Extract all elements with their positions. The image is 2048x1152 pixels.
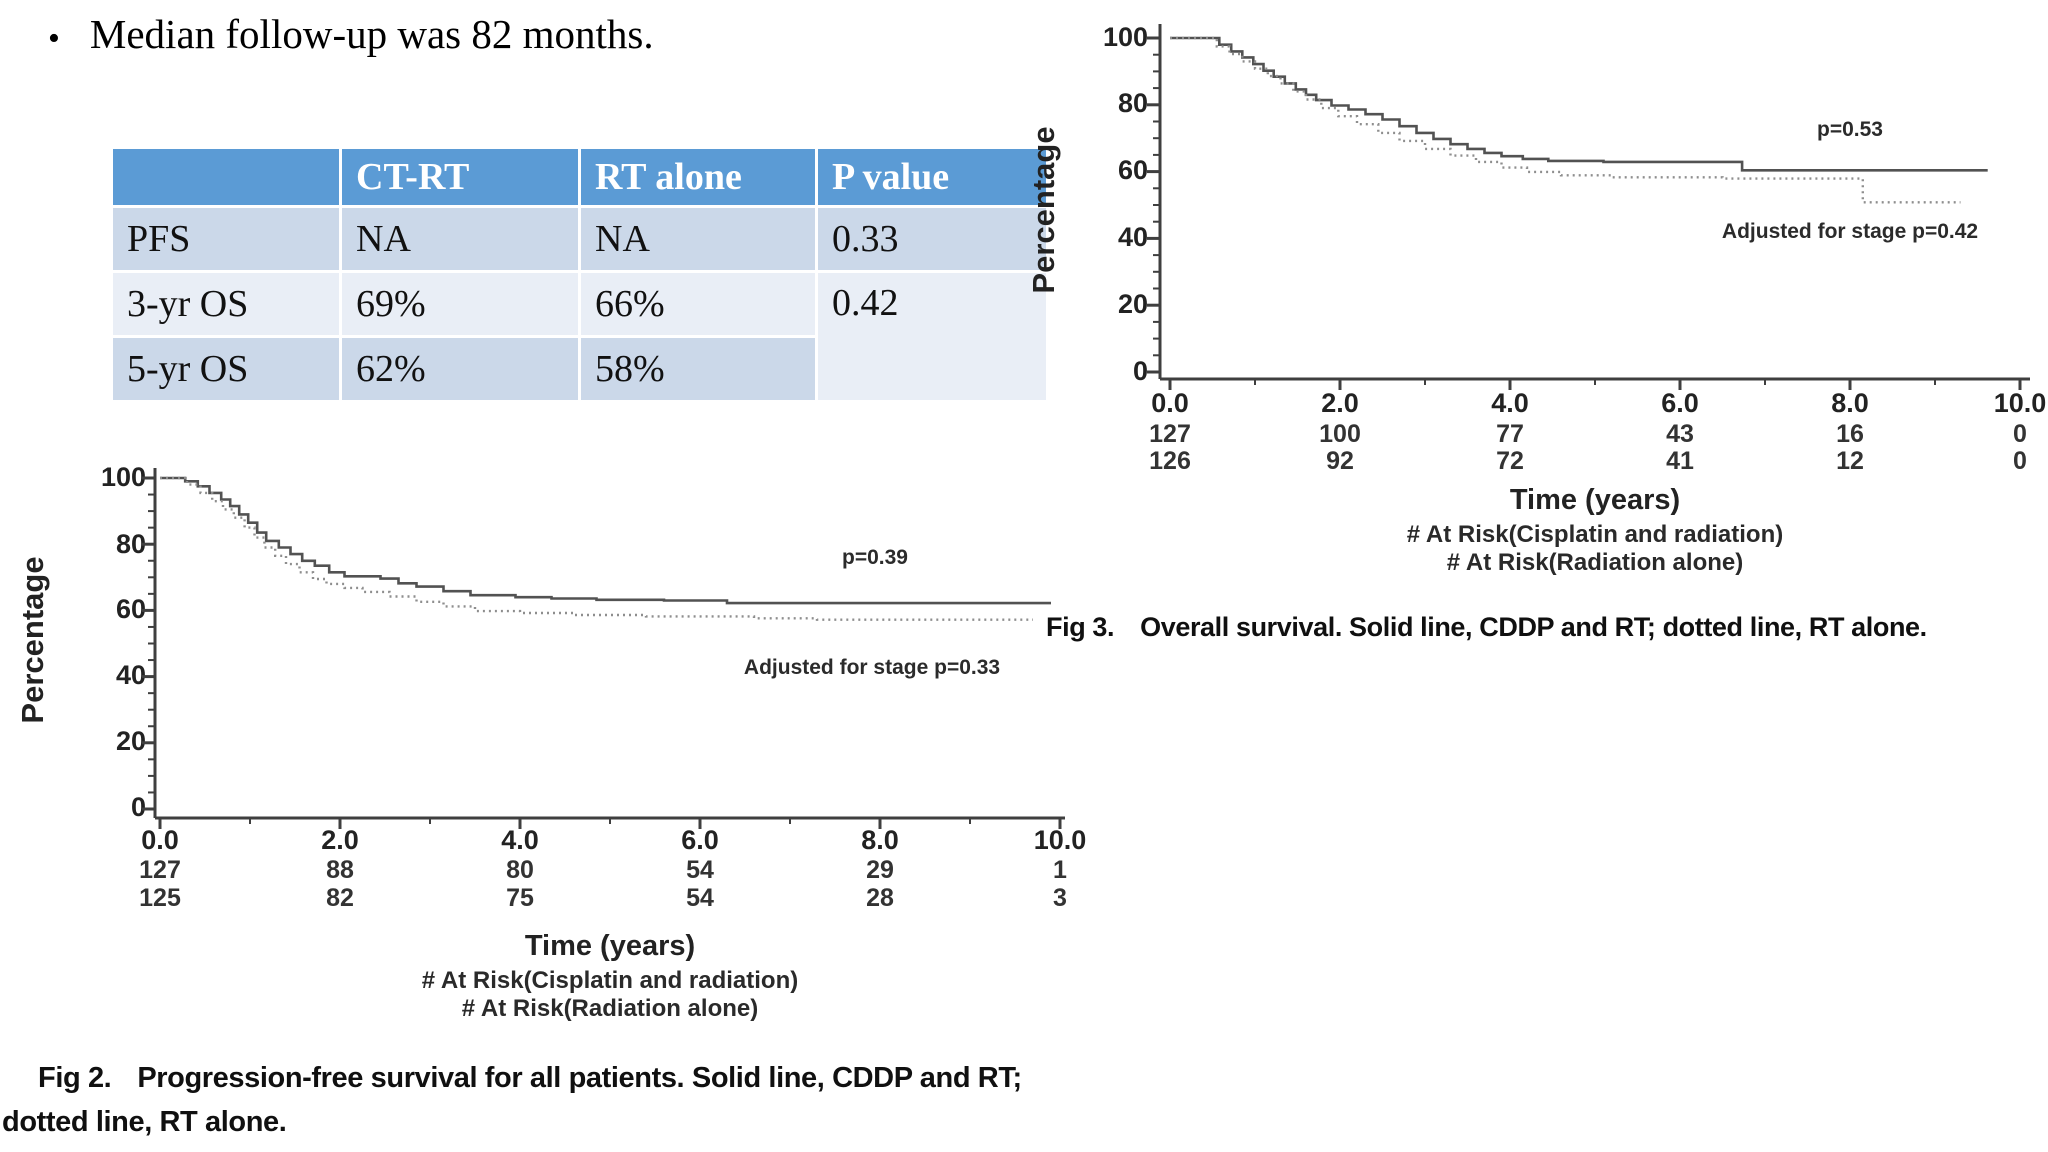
row-label: 3-yr OS	[113, 273, 339, 335]
fig2-x-axis-title: Time (years)	[524, 930, 696, 962]
fig2-caption-line-2: dotted line, RT alone.	[2, 1106, 287, 1138]
table-header-ctrt: CT-RT	[342, 149, 578, 205]
at-risk-value: 88	[326, 856, 354, 884]
cell-value: 58%	[581, 338, 815, 400]
table-header-pvalue: P value	[818, 149, 1046, 205]
at-risk-value: 127	[139, 856, 181, 884]
cell-value: NA	[342, 208, 578, 270]
at-risk-value: 125	[139, 884, 181, 912]
cell-value: 62%	[342, 338, 578, 400]
x-tick-label: 2.0	[1321, 388, 1359, 418]
at-risk-value: 54	[686, 856, 714, 884]
x-tick-label: 6.0	[681, 825, 719, 855]
cell-value: 66%	[581, 273, 815, 335]
table-row: PFS NA NA 0.33	[113, 208, 1046, 270]
fig3-x-tick-row: 0.0 2.0 4.0 6.0 8.0 10.0	[1125, 388, 2048, 419]
at-risk-value: 0	[2013, 420, 2027, 448]
fig3-at-risk-caption-2: # At Risk(Radiation alone)	[1446, 549, 1744, 576]
at-risk-value: 3	[1053, 884, 1067, 912]
fig2-caption-number: Fig 2.	[38, 1062, 112, 1094]
y-tick-label: 20	[1117, 289, 1148, 319]
at-risk-value: 12	[1836, 447, 1864, 475]
at-risk-value: 127	[1149, 420, 1191, 448]
y-tick-label: 100	[1102, 22, 1148, 52]
fig2-y-axis-title: Percentage	[15, 556, 50, 724]
at-risk-value: 1	[1053, 856, 1067, 884]
bullet-icon: •	[48, 20, 60, 57]
fig3-at-risk-caption-1: # At Risk(Cisplatin and radiation)	[1406, 521, 1784, 548]
y-tick-label: 0	[130, 792, 146, 822]
fig2-x-tick-row: 0.0 2.0 4.0 6.0 8.0 10.0	[115, 825, 1105, 856]
fig2-at-risk-caption-2: # At Risk(Radiation alone)	[461, 995, 759, 1022]
at-risk-value: 100	[1319, 420, 1361, 448]
x-tick-label: 0.0	[1151, 388, 1189, 418]
y-tick-label: 80	[1117, 88, 1148, 118]
table-row: 5-yr OS 62% 58%	[113, 338, 1046, 400]
y-tick-label: 20	[115, 726, 146, 756]
at-risk-value: 77	[1496, 420, 1524, 448]
bullet-line: • Median follow-up was 82 months.	[48, 8, 654, 61]
at-risk-value: 43	[1666, 420, 1694, 448]
y-tick-label: 60	[1117, 155, 1148, 185]
at-risk-value: 41	[1666, 447, 1694, 475]
at-risk-value: 82	[326, 884, 354, 912]
row-label: 5-yr OS	[113, 338, 339, 400]
at-risk-value: 0	[2013, 447, 2027, 475]
y-tick-label: 40	[115, 660, 146, 690]
cell-value: 69%	[342, 273, 578, 335]
x-tick-label: 10.0	[1993, 388, 2047, 418]
x-tick-label: 4.0	[1491, 388, 1529, 418]
row-label: PFS	[113, 208, 339, 270]
cell-value-merged: 0.42	[818, 273, 1046, 400]
cell-value: 0.33	[818, 208, 1046, 270]
y-tick-label: 60	[115, 594, 146, 624]
x-tick-label: 8.0	[861, 825, 899, 855]
results-table: CT-RT RT alone P value PFS NA NA 0.33 3-…	[110, 146, 1049, 403]
x-tick-label: 2.0	[321, 825, 359, 855]
fig3-y-axis-title: Percentage	[1026, 126, 1061, 294]
fig2-caption-line-1: Fig 2. Progression-free survival for all …	[38, 1062, 1022, 1095]
at-risk-value: 28	[866, 884, 894, 912]
fig3-at-risk-row-2: 126 92 72 41 12 0	[1125, 447, 2048, 476]
table-header-rtalone: RT alone	[581, 149, 815, 205]
at-risk-value: 16	[1836, 420, 1864, 448]
fig2-caption-text: Progression-free survival for all patien…	[137, 1062, 1022, 1094]
fig3-p-value-annotation: p=0.53	[1817, 118, 1883, 141]
y-tick-label: 100	[100, 462, 146, 492]
table-header-blank	[113, 149, 339, 205]
at-risk-value: 80	[506, 856, 534, 884]
at-risk-value: 126	[1149, 447, 1191, 475]
x-tick-label: 8.0	[1831, 388, 1869, 418]
at-risk-value: 29	[866, 856, 894, 884]
fig3-adjusted-p-annotation: Adjusted for stage p=0.42	[1721, 220, 1979, 243]
at-risk-value: 54	[686, 884, 714, 912]
y-tick-label: 0	[1132, 356, 1148, 386]
fig3-caption-text: Overall survival. Solid line, CDDP and R…	[1140, 612, 1927, 642]
fig3-at-risk-row-1: 127 100 77 43 16 0	[1125, 420, 2048, 449]
table-header-row: CT-RT RT alone P value	[113, 149, 1046, 205]
fig2-at-risk-row-1: 127 88 80 54 29 1	[115, 856, 1105, 885]
x-tick-label: 4.0	[501, 825, 539, 855]
x-tick-label: 10.0	[1033, 825, 1087, 855]
fig3-caption-number: Fig 3.	[1046, 612, 1115, 642]
fig2-at-risk-caption-1: # At Risk(Cisplatin and radiation)	[421, 967, 799, 994]
cell-value: NA	[581, 208, 815, 270]
at-risk-value: 72	[1496, 447, 1524, 475]
at-risk-value: 92	[1326, 447, 1354, 475]
y-tick-label: 40	[1117, 222, 1148, 252]
fig2-p-value-annotation: p=0.39	[842, 546, 908, 569]
fig2-adjusted-p-annotation: Adjusted for stage p=0.33	[743, 656, 1001, 679]
fig3-x-axis-title: Time (years)	[1509, 484, 1681, 516]
x-tick-label: 6.0	[1661, 388, 1699, 418]
table-row: 3-yr OS 69% 66% 0.42	[113, 273, 1046, 400]
fig3-caption: Fig 3. Overall survival. Solid line, CDDP…	[1046, 612, 1927, 643]
at-risk-value: 75	[506, 884, 534, 912]
fig2-at-risk-row-2: 125 82 75 54 28 3	[115, 884, 1105, 913]
x-tick-label: 0.0	[141, 825, 179, 855]
y-tick-label: 80	[115, 529, 146, 559]
bullet-text: Median follow-up was 82 months.	[89, 11, 654, 57]
